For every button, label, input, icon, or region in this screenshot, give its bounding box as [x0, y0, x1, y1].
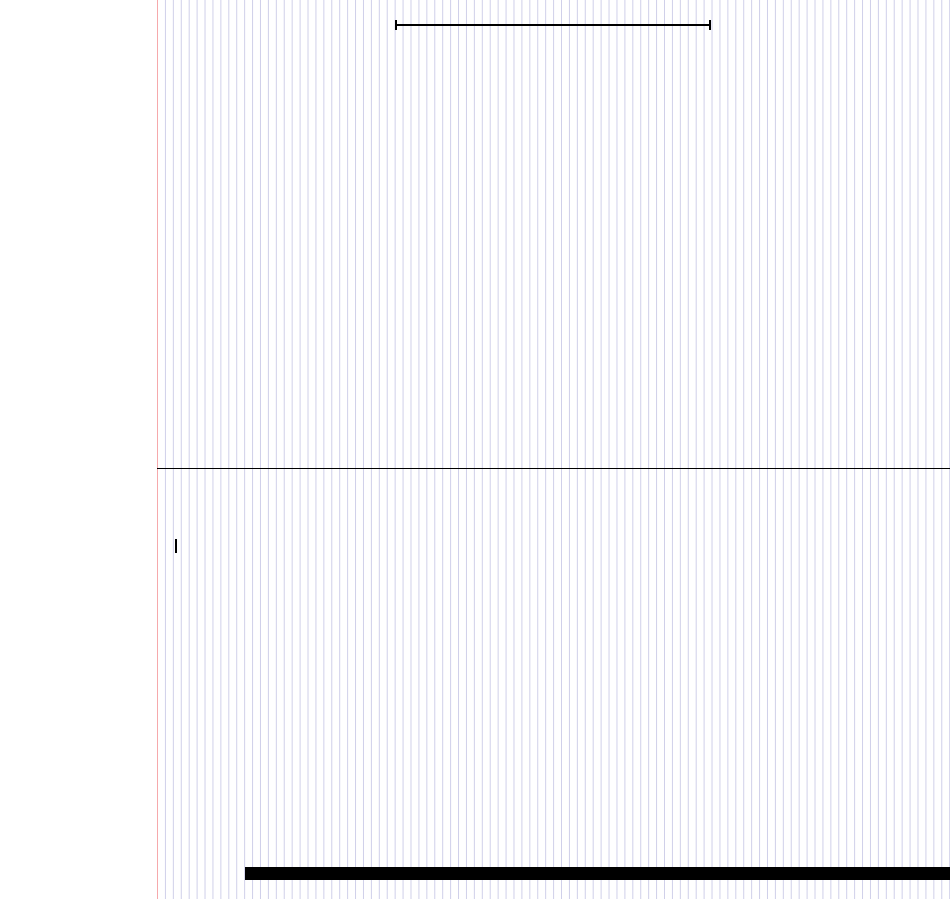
repeatmasker-element[interactable]	[245, 867, 950, 880]
window-start-guideline	[157, 0, 158, 899]
gtex-baseline	[157, 615, 950, 618]
scale-ruler-line	[395, 24, 711, 26]
gtex-barchart[interactable]	[157, 572, 537, 615]
dbsnp-variant-tick[interactable]	[175, 539, 177, 553]
h3k27ac-layered-signal[interactable]	[157, 636, 950, 666]
refseq-curated-item[interactable]	[157, 438, 950, 440]
guidelines-grid	[157, 0, 950, 899]
scale-ruler-right-tick	[709, 20, 711, 30]
phylop-wiggle[interactable]	[157, 682, 950, 732]
sequences-item[interactable]	[157, 468, 950, 469]
gencode-gene-rows[interactable]	[157, 64, 950, 416]
omim-gene-bar[interactable]	[157, 512, 950, 524]
